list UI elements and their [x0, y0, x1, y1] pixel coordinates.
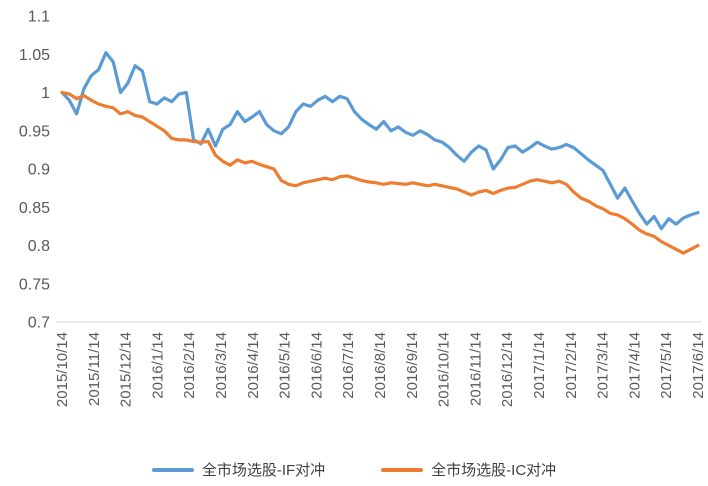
x-tick-label: 2016/1/14 — [149, 332, 166, 399]
x-tick-label: 2017/5/14 — [658, 332, 675, 399]
x-tick-label: 2016/6/14 — [308, 332, 325, 399]
legend: 全市场选股-IF对冲 全市场选股-IC对冲 — [0, 459, 708, 480]
legend-label-ic: 全市场选股-IC对冲 — [431, 462, 557, 479]
x-tick-label: 2016/8/14 — [372, 332, 389, 399]
if-line-swatch — [151, 467, 194, 472]
legend-label-if: 全市场选股-IF对冲 — [201, 462, 326, 479]
ic-line-swatch — [381, 467, 424, 472]
y-tick-label: 1.1 — [28, 9, 50, 26]
y-tick-label: 0.95 — [19, 123, 50, 140]
x-tick-label: 2017/3/14 — [595, 332, 612, 399]
y-tick-label: 0.7 — [28, 315, 50, 332]
x-tick-label: 2015/11/14 — [86, 332, 103, 406]
x-tick-label: 2017/6/14 — [690, 332, 707, 399]
x-tick-label: 2015/12/14 — [118, 332, 135, 407]
x-tick-label: 2016/9/14 — [404, 332, 421, 399]
y-tick-label: 1.05 — [19, 47, 50, 64]
x-tick-label: 2016/11/14 — [467, 332, 484, 406]
x-tick-label: 2017/2/14 — [563, 332, 580, 399]
y-tick-label: 0.8 — [28, 238, 50, 255]
y-tick-label: 0.85 — [19, 200, 50, 217]
x-tick-label: 2017/1/14 — [531, 332, 548, 399]
x-tick-label: 2016/7/14 — [340, 332, 357, 399]
y-tick-label: 0.9 — [28, 162, 50, 179]
x-tick-label: 2016/5/14 — [277, 332, 294, 399]
y-tick-label: 0.75 — [19, 276, 50, 293]
legend-item-ic: 全市场选股-IC对冲 — [381, 459, 556, 480]
legend-item-if: 全市场选股-IF对冲 — [151, 459, 326, 480]
x-tick-label: 2016/4/14 — [245, 332, 262, 399]
x-tick-label: 2016/3/14 — [213, 332, 230, 399]
x-tick-label: 2016/10/14 — [436, 332, 453, 407]
if-series-line — [60, 51, 700, 231]
y-tick-label: 1 — [41, 85, 50, 102]
x-tick-label: 2016/12/14 — [499, 332, 516, 407]
x-tick-label: 2016/2/14 — [181, 332, 198, 399]
ic-series-line — [60, 90, 700, 255]
x-tick-label: 2017/4/14 — [626, 332, 643, 399]
x-tick-label: 2015/10/14 — [54, 332, 71, 407]
